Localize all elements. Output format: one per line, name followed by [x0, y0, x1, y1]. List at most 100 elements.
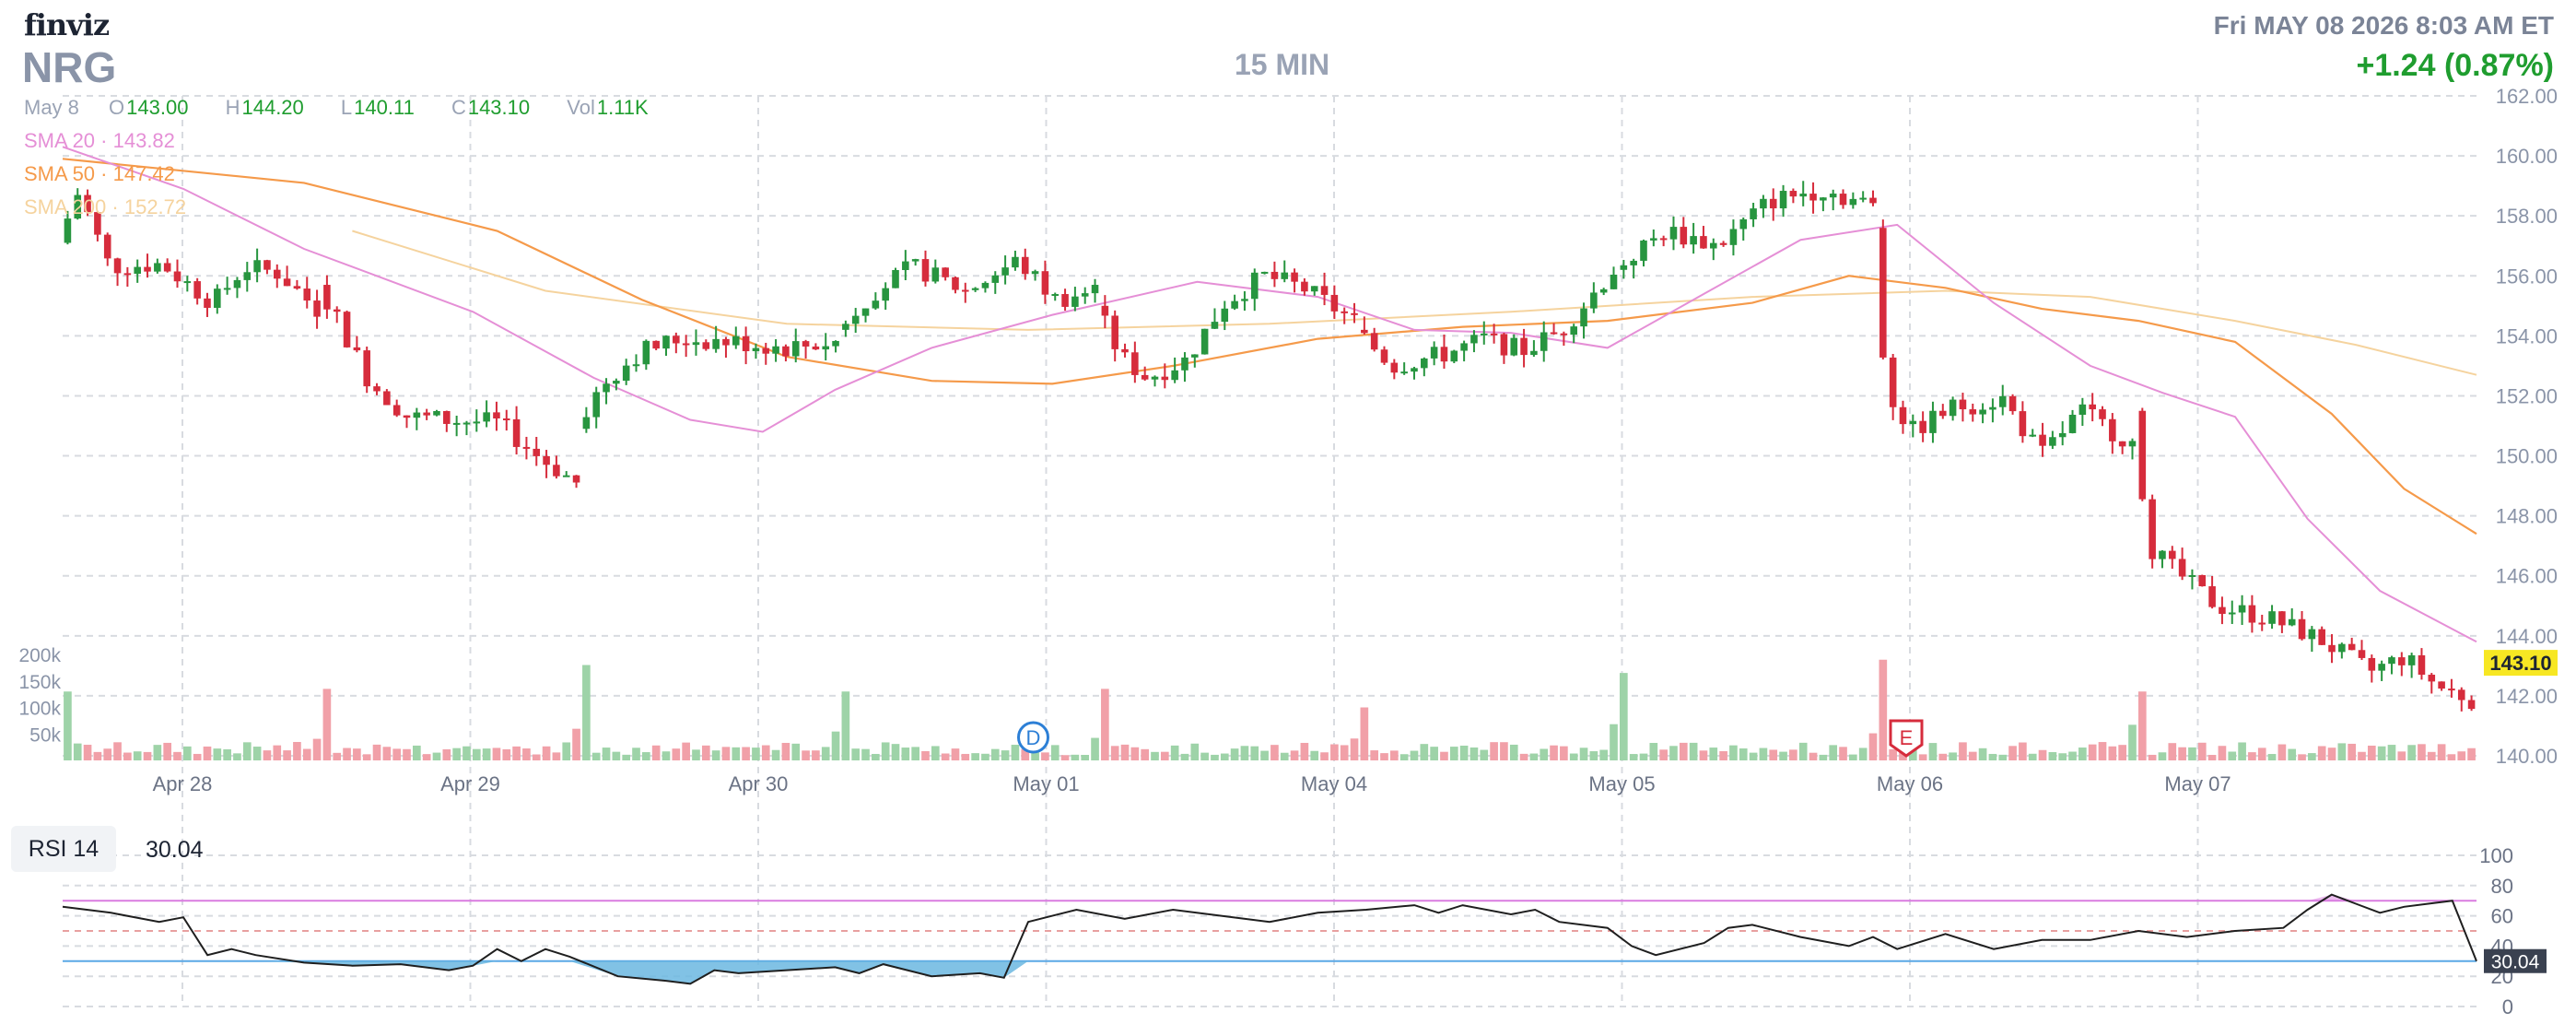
candle-body — [113, 258, 122, 274]
candle-body — [1012, 256, 1019, 268]
volume-bar — [1420, 744, 1429, 760]
volume-bar — [1300, 742, 1309, 760]
candle-body — [1820, 197, 1827, 201]
volume-bar — [1599, 749, 1609, 760]
volume-bar — [2128, 724, 2137, 760]
candle-body — [522, 446, 531, 449]
datetime-label: Fri MAY 08 2026 8:03 AM ET — [2213, 11, 2554, 40]
candle-body — [1440, 347, 1448, 362]
volume-bar — [1849, 754, 1857, 760]
candle-body — [303, 288, 311, 301]
candle-body — [1161, 376, 1169, 381]
candle-body — [1421, 358, 1428, 369]
candle-body — [1400, 371, 1408, 374]
volume-bar — [1959, 742, 1967, 760]
candle-body — [1310, 286, 1318, 292]
volume-bar — [1639, 753, 1648, 760]
volume-bar — [273, 745, 282, 760]
volume-bar — [2437, 744, 2446, 760]
candle-body — [802, 341, 810, 347]
candle-body — [2058, 432, 2067, 438]
sma50-path — [62, 158, 2477, 536]
sma20-label: SMA 20 — [24, 129, 96, 152]
volume-bar — [1998, 754, 2008, 760]
price-tick-label: 148.00 — [2496, 505, 2558, 528]
candle-body — [1909, 420, 1917, 425]
sma50-legend[interactable]: SMA 50 · 147.42 — [24, 162, 175, 185]
finviz-logo[interactable]: finviz — [24, 7, 110, 42]
volume-bar — [1809, 752, 1818, 760]
volume-bar — [1101, 689, 1109, 760]
candle-body — [2149, 499, 2156, 559]
candle-body — [1769, 198, 1777, 209]
price-tick-label: 140.00 — [2496, 745, 2558, 768]
volume-bar — [532, 754, 541, 760]
volume-bar — [1469, 747, 1479, 760]
volume-bar — [1190, 743, 1200, 760]
volume-bar — [2048, 752, 2057, 760]
volume-bar — [1370, 750, 1379, 760]
candle-body — [1560, 333, 1568, 336]
candle-body — [971, 288, 979, 290]
volume-bar — [432, 752, 441, 760]
candle-body — [1200, 328, 1209, 355]
volume-bar — [742, 747, 750, 760]
volume-bar — [2367, 745, 2376, 760]
price-tick-label: 146.00 — [2496, 565, 2558, 588]
sma50-value: 147.42 — [112, 162, 175, 185]
volume-bar — [612, 751, 621, 760]
candle-body — [1839, 194, 1847, 206]
candle-body — [981, 282, 989, 288]
price-tick-label: 150.00 — [2496, 445, 2558, 468]
candle-body — [1260, 271, 1269, 274]
rsi-tick-label: 0 — [2502, 995, 2513, 1018]
volume-bar — [252, 747, 262, 760]
sma20-legend[interactable]: SMA 20 · 143.82 — [24, 129, 175, 152]
volume-bar — [1290, 750, 1299, 760]
volume-bar — [1350, 738, 1359, 760]
sma50-line — [62, 158, 2477, 536]
candle-body — [1959, 399, 1967, 410]
candle-body — [911, 259, 919, 262]
candle-body — [333, 309, 341, 312]
candle-body — [323, 285, 331, 310]
candle-body — [2029, 434, 2037, 437]
volume-bar — [2188, 747, 2196, 760]
candle-body — [2448, 689, 2455, 691]
candle-body — [1799, 194, 1808, 197]
volume-bar — [721, 747, 731, 760]
candle-body — [592, 392, 601, 418]
candle-body — [1430, 347, 1438, 359]
candle-body — [991, 275, 1000, 283]
volume-bar — [2137, 691, 2147, 760]
candle-body — [1181, 357, 1188, 371]
candle-body — [1859, 197, 1867, 200]
volume-bar — [2248, 752, 2256, 760]
volume-bar — [602, 748, 611, 760]
volume-bar — [642, 752, 650, 760]
candle-body — [2248, 605, 2256, 623]
volume-bar — [542, 746, 551, 760]
candle-body — [1599, 288, 1608, 293]
candle-body — [1231, 300, 1238, 309]
candle-body — [1530, 350, 1538, 356]
candle-body — [1650, 238, 1657, 241]
volume-bar — [1509, 744, 1518, 760]
volume-bars — [64, 659, 2476, 760]
candle-body — [1151, 376, 1159, 380]
candle-body — [1669, 227, 1678, 240]
candle-body — [2178, 559, 2186, 577]
volume-bar — [1988, 753, 1997, 760]
volume-bar — [1260, 750, 1269, 760]
volume-bar — [1071, 754, 1080, 760]
sma200-legend[interactable]: SMA 200 · 152.72 — [24, 195, 187, 218]
candle-body — [2338, 643, 2346, 653]
timeframe-label[interactable]: 15 MIN — [1235, 48, 1330, 81]
candle-body — [613, 381, 620, 384]
candle-body — [921, 259, 930, 282]
candle-body — [952, 277, 959, 290]
rsi-indicator-button[interactable]: RSI 14 — [11, 826, 116, 872]
volume-bar — [552, 752, 561, 760]
volume-bar — [622, 754, 631, 760]
